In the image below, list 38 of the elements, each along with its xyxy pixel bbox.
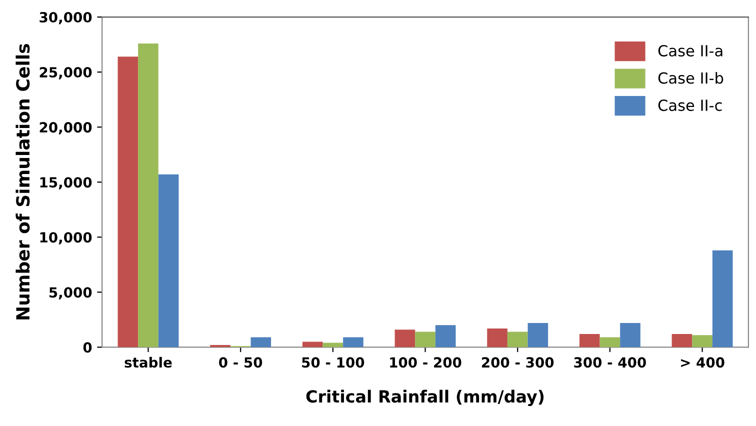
bar [250, 337, 272, 348]
x-tick-label: 50 - 100 [302, 357, 364, 368]
bar [394, 330, 416, 348]
y-tick-label: 0 [83, 342, 92, 353]
y-tick-label: 5,000 [49, 287, 92, 300]
bar [487, 328, 508, 348]
x-tick-label: 200 - 300 [482, 357, 554, 368]
x-tick-label: 100 - 200 [390, 357, 462, 368]
legend-label: Case II-c [658, 100, 722, 112]
x-tick-label: > 400 [681, 357, 724, 368]
bar [528, 322, 548, 348]
bar [507, 332, 528, 348]
bar [579, 334, 600, 348]
bar [343, 337, 364, 348]
bar [138, 43, 158, 348]
bar [435, 325, 456, 348]
y-tick-label: 20,000 [40, 122, 92, 134]
bar [712, 250, 733, 348]
bar [158, 174, 179, 348]
bar [692, 335, 712, 348]
legend-label: Case II-b [658, 72, 724, 84]
legend-label: Case II-a [658, 44, 722, 57]
bar [600, 337, 620, 348]
bar [210, 344, 230, 348]
y-axis-title: Number of Simulation Cells [16, 44, 30, 320]
bar [118, 56, 138, 348]
x-axis-title: Critical Rainfall (mm/day) [306, 390, 544, 406]
y-tick-label: 30,000 [40, 12, 92, 24]
bar [415, 332, 436, 348]
bar [672, 334, 692, 348]
y-tick-label: 10,000 [40, 232, 92, 244]
x-tick-label: stable [124, 356, 172, 368]
y-tick-label: 25,000 [40, 67, 92, 80]
bar [302, 342, 323, 348]
x-tick-label: 0 - 50 [219, 357, 262, 368]
y-tick-label: 15,000 [40, 177, 92, 190]
bar [620, 322, 640, 348]
x-tick-label: 300 - 400 [574, 357, 646, 368]
